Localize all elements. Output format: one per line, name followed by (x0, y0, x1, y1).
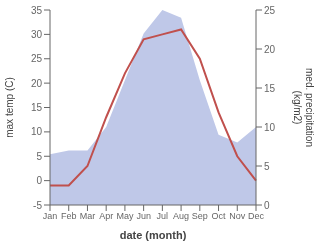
svg-text:Jun: Jun (136, 211, 151, 221)
svg-text:30: 30 (31, 29, 43, 40)
svg-text:May: May (116, 211, 134, 221)
svg-text:15: 15 (264, 83, 276, 94)
svg-text:20: 20 (264, 44, 276, 55)
svg-text:Dec: Dec (248, 211, 265, 221)
svg-text:0: 0 (36, 175, 42, 186)
svg-text:max temp (C): max temp (C) (8, 77, 15, 138)
svg-text:-5: -5 (33, 200, 42, 211)
svg-text:5: 5 (264, 161, 270, 172)
svg-text:15: 15 (31, 102, 43, 113)
svg-text:25: 25 (31, 53, 43, 64)
svg-text:date (month): date (month) (120, 229, 187, 241)
svg-text:20: 20 (31, 78, 43, 89)
svg-text:Jan: Jan (43, 211, 58, 221)
svg-text:0: 0 (264, 200, 270, 211)
svg-text:Mar: Mar (80, 211, 96, 221)
svg-text:Sep: Sep (192, 211, 208, 221)
svg-text:Feb: Feb (61, 211, 77, 221)
svg-text:10: 10 (264, 122, 276, 133)
svg-text:Apr: Apr (99, 211, 113, 221)
svg-text:35: 35 (31, 5, 43, 16)
svg-text:med. precipitation(kg/m2): med. precipitation(kg/m2) (292, 68, 310, 147)
svg-text:Aug: Aug (173, 211, 189, 221)
svg-text:5: 5 (36, 151, 42, 162)
svg-text:25: 25 (264, 5, 276, 16)
svg-text:Jul: Jul (157, 211, 169, 221)
svg-text:Nov: Nov (229, 211, 246, 221)
svg-text:10: 10 (31, 126, 43, 137)
svg-text:Oct: Oct (212, 211, 227, 221)
